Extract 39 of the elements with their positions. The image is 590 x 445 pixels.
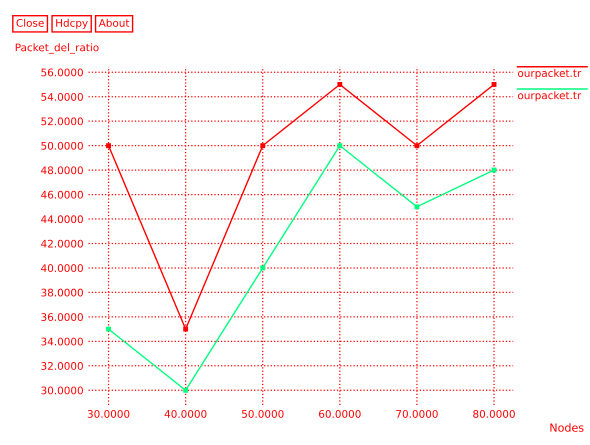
point: [183, 388, 188, 393]
point: [183, 326, 188, 332]
x-tick-label: 40.0000: [164, 410, 206, 418]
text: Hdcpy: [56, 18, 88, 29]
y-tick-label: 42.0000: [41, 240, 83, 248]
y-tick-label: 46.0000: [41, 190, 83, 199]
text: ourpacket.tr: [518, 68, 582, 80]
y-tick-label: 56.0000: [41, 68, 83, 76]
point: [492, 82, 496, 87]
text: ourpacket.tr: [518, 91, 582, 102]
x-tick-label: 50.0000: [242, 410, 284, 418]
x-tick-label: 30.0000: [88, 410, 130, 418]
y-tick-label: 36.0000: [41, 313, 83, 321]
point: [414, 204, 420, 210]
y-tick-label: 44.0000: [41, 215, 83, 224]
x-tick-label: 60.0000: [319, 410, 361, 418]
y-tick-label: 50.0000: [41, 142, 83, 150]
point: [260, 143, 266, 148]
y-tick-label: 38.0000: [41, 288, 83, 297]
y-axis-title: Packet_del_ratio: [16, 43, 99, 54]
y-tick-label: 48.0000: [41, 166, 83, 174]
point: [414, 143, 420, 148]
y-tick-label: 52.0000: [41, 117, 83, 126]
x-axis-title: Nodes: [550, 423, 584, 432]
y-tick-label: 54.0000: [41, 92, 83, 101]
y-tick-label: 34.0000: [41, 338, 83, 346]
x-tick-label: 70.0000: [396, 410, 438, 418]
point: [260, 266, 266, 270]
point: [337, 82, 342, 87]
y-tick-label: 30.0000: [41, 386, 83, 394]
point: [492, 168, 496, 173]
text: About: [98, 18, 130, 27]
x-tick-label: 80.0000: [473, 410, 515, 418]
text: Close: [16, 18, 44, 27]
point: [337, 143, 342, 148]
point: [106, 326, 111, 332]
point: [106, 143, 111, 148]
y-tick-label: 40.0000: [41, 264, 83, 272]
y-tick-label: 32.0000: [41, 362, 83, 370]
